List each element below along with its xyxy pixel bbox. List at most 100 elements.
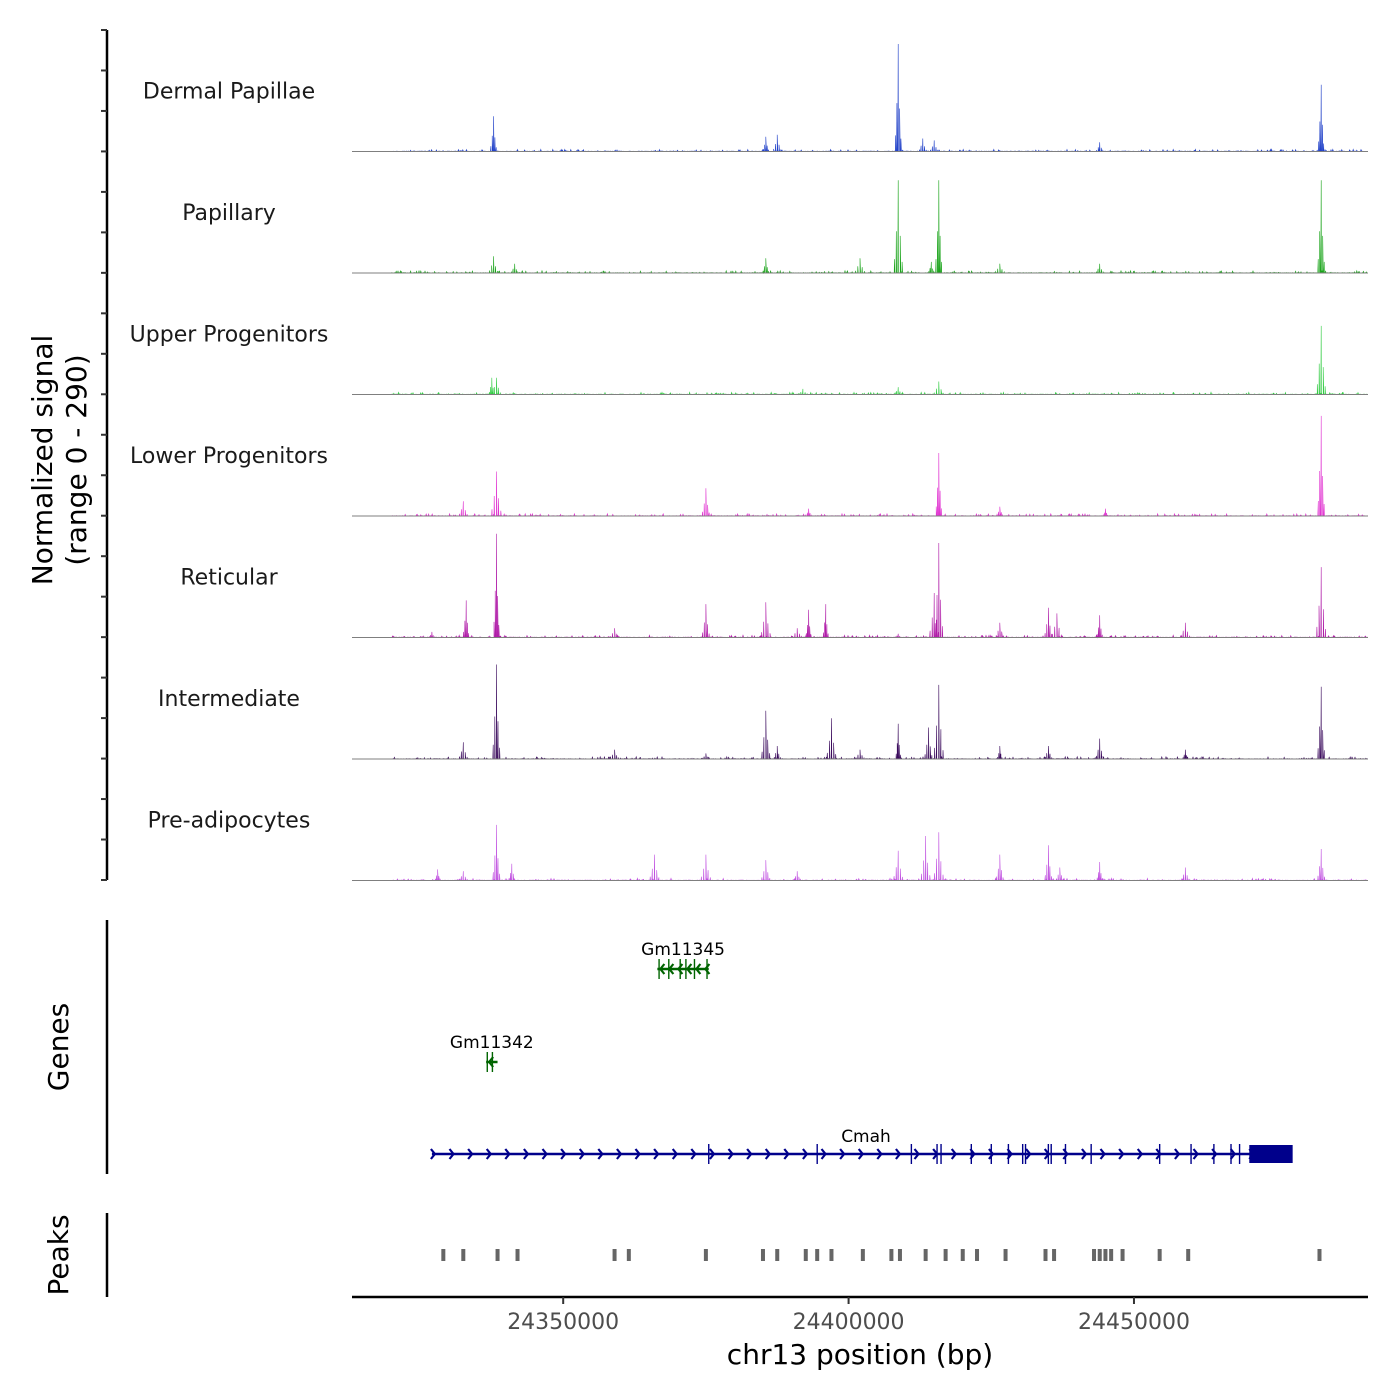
- strand-arrow: [485, 1148, 493, 1160]
- peak-mark: [1157, 1249, 1162, 1261]
- signal-area-pre-adipocytes: [391, 824, 1368, 882]
- peak-mark: [775, 1249, 780, 1261]
- signal-area-lower-progenitors: [391, 415, 1368, 517]
- strand-arrow: [467, 1148, 474, 1160]
- track-label: Dermal Papillae: [143, 80, 315, 105]
- peak-mark: [1003, 1249, 1008, 1261]
- strand-arrow: [1229, 1148, 1237, 1160]
- strand-arrow: [690, 1148, 697, 1160]
- peak-mark: [803, 1249, 808, 1261]
- peak-mark: [943, 1249, 948, 1261]
- peak-mark: [923, 1249, 928, 1261]
- track-label: Papillary: [182, 201, 276, 226]
- peak-mark: [1097, 1249, 1102, 1261]
- strand-arrow: [1136, 1148, 1144, 1160]
- peak-mark: [960, 1249, 965, 1261]
- strand-arrow: [616, 1148, 623, 1160]
- peak-mark: [829, 1249, 834, 1261]
- strand-arrow: [913, 1148, 920, 1160]
- x-tick-label: 24450000: [1078, 1310, 1190, 1335]
- gene-track: Gm11345 Gm11342 Cmah: [105, 920, 1293, 1174]
- strand-arrow: [653, 1148, 660, 1160]
- peak-mark: [889, 1249, 894, 1261]
- strand-arrow: [876, 1148, 883, 1160]
- peak-mark: [1052, 1249, 1057, 1261]
- strand-arrow: [578, 1148, 586, 1160]
- strand-arrow: [820, 1148, 827, 1160]
- strand-arrow: [988, 1148, 995, 1160]
- peak-mark: [1109, 1249, 1114, 1261]
- strand-arrow: [783, 1148, 790, 1160]
- strand-arrow: [504, 1148, 511, 1160]
- peak-mark: [815, 1249, 820, 1261]
- exon-block: [1249, 1145, 1293, 1163]
- peak-mark: [1043, 1249, 1048, 1261]
- signal-area-dermal-papillae: [391, 43, 1368, 153]
- strand-arrow: [523, 1148, 530, 1160]
- x-tick-label: 24400000: [793, 1310, 905, 1335]
- strand-arrow: [448, 1148, 455, 1160]
- strand-arrow: [1174, 1148, 1181, 1160]
- strand-arrow: [676, 963, 684, 975]
- strand-arrow: [727, 1148, 734, 1160]
- peak-track: [105, 1213, 1322, 1297]
- genes-panel-title: Genes: [42, 1003, 75, 1091]
- signal-area-reticular: [391, 533, 1368, 639]
- strand-arrow: [541, 1148, 548, 1160]
- strand-arrow: [560, 1148, 567, 1160]
- y-axis-title-line1: Normalized signal: [26, 335, 59, 586]
- peak-mark: [441, 1249, 446, 1261]
- strand-arrow: [1025, 1148, 1032, 1160]
- peak-mark: [1317, 1249, 1322, 1261]
- signal-area-intermediate: [391, 664, 1368, 760]
- signal-area-papillary: [391, 180, 1368, 275]
- track-label: Intermediate: [158, 687, 300, 712]
- strand-arrow: [671, 1148, 679, 1160]
- peak-mark: [461, 1249, 466, 1261]
- strand-arrow: [1192, 1148, 1199, 1160]
- strand-arrow: [895, 1148, 902, 1160]
- strand-arrow: [839, 1148, 846, 1160]
- peaks-panel-title: Peaks: [42, 1214, 75, 1295]
- peak-mark: [1186, 1249, 1191, 1261]
- x-tick-label: 24350000: [507, 1310, 619, 1335]
- strand-arrow: [1118, 1148, 1125, 1160]
- track-label: Upper Progenitors: [130, 323, 329, 348]
- peak-mark: [1120, 1249, 1125, 1261]
- strand-arrow: [634, 1148, 641, 1160]
- strand-arrow: [597, 1148, 604, 1160]
- peak-mark: [626, 1249, 631, 1261]
- strand-arrow: [764, 1148, 772, 1160]
- track-label: Lower Progenitors: [130, 444, 328, 469]
- strand-arrow: [1062, 1148, 1069, 1160]
- track-label: Reticular: [180, 566, 278, 591]
- y-axis-title-line2: (range 0 - 290): [60, 354, 93, 565]
- peak-mark: [975, 1249, 980, 1261]
- strand-arrow: [746, 1148, 753, 1160]
- peak-mark: [495, 1249, 500, 1261]
- strand-arrow: [694, 963, 702, 975]
- peak-mark: [515, 1249, 520, 1261]
- y-axis-title: Normalized signal (range 0 - 290): [26, 335, 93, 586]
- gene-name-label: Gm11342: [450, 1033, 534, 1053]
- gene-name-label: Gm11345: [641, 940, 725, 960]
- strand-arrow: [950, 1148, 958, 1160]
- gene-name-label: Cmah: [841, 1127, 891, 1147]
- strand-arrow: [658, 963, 666, 975]
- strand-arrow: [685, 963, 693, 975]
- strand-arrow: [703, 963, 711, 975]
- strand-arrow: [802, 1148, 809, 1160]
- strand-arrow: [430, 1148, 437, 1160]
- x-axis: 24350000 24400000 24450000: [352, 1295, 1368, 1335]
- strand-arrow: [709, 1148, 716, 1160]
- signal-tracks: Dermal Papillae Papillary Upper Progenitor…: [101, 29, 1368, 882]
- strand-arrow: [1099, 1148, 1106, 1160]
- peak-mark: [612, 1249, 617, 1261]
- x-axis-title: chr13 position (bp): [727, 1338, 993, 1371]
- signal-area-upper-progenitors: [391, 325, 1368, 396]
- track-label: Pre-adipocytes: [148, 809, 311, 834]
- peak-mark: [897, 1249, 902, 1261]
- strand-arrow: [1081, 1148, 1088, 1160]
- peak-mark: [1103, 1249, 1108, 1261]
